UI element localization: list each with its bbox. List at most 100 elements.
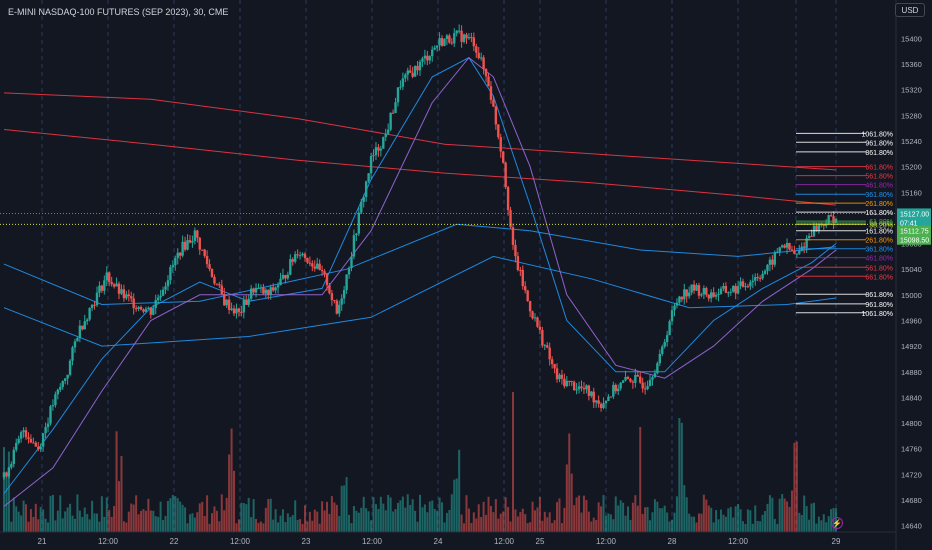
candle-body [700, 294, 703, 296]
volume-bar [328, 513, 331, 532]
volume-bar [455, 478, 458, 532]
volume-bar [502, 511, 505, 532]
candle-body [117, 283, 121, 294]
volume-bar [286, 513, 289, 532]
candle-body [675, 302, 679, 306]
candle-body [590, 391, 593, 396]
volume-bar [585, 499, 588, 532]
volume-bar [377, 509, 380, 532]
candle-body [68, 360, 72, 375]
candle-body [604, 401, 608, 404]
candle-body [210, 269, 214, 277]
volume-bar [788, 506, 791, 532]
volume-bar [627, 506, 629, 532]
price-tag-label: 07:41 [900, 220, 918, 227]
candle-body [673, 305, 676, 311]
fib-level-label: 961.80% [865, 140, 893, 147]
volume-bar [587, 511, 590, 532]
candle-body [176, 252, 179, 259]
candle-body [558, 374, 561, 380]
volume-bar [135, 495, 138, 532]
volume-bar [746, 509, 749, 532]
candle-body [599, 403, 603, 409]
moving-average-line-5 [3, 57, 837, 494]
candle-body [617, 388, 620, 392]
volume-bar [218, 521, 221, 532]
fib-level-label: 561.80% [865, 265, 893, 272]
candle-body [783, 245, 786, 248]
volume-bar [235, 523, 238, 532]
candle-body [663, 342, 666, 347]
volume-bar [142, 509, 145, 532]
candle-body [386, 129, 390, 134]
candle-body [360, 201, 363, 213]
candle-body [641, 382, 644, 389]
candle-body [7, 467, 11, 477]
candle-body [761, 273, 764, 279]
candle-body [499, 137, 502, 152]
candle-body [54, 394, 57, 406]
candle-body [621, 380, 625, 383]
volume-bar [215, 510, 218, 532]
volume-bar [47, 522, 50, 532]
volume-bar [607, 513, 610, 532]
candle-body [367, 173, 370, 182]
candle-body [76, 337, 79, 342]
fib-level-label: 861.80% [865, 150, 893, 157]
candle-body [734, 285, 737, 294]
currency-button[interactable]: USD [895, 3, 925, 17]
volume-bar [722, 514, 725, 532]
candle-body [453, 33, 456, 44]
candle-body [120, 289, 123, 294]
candle-body [377, 147, 380, 151]
candle-body [347, 268, 351, 275]
candle-body [242, 300, 246, 313]
candle-body [572, 381, 576, 391]
volume-bar [78, 510, 81, 532]
volume-bar [269, 498, 272, 532]
candle-body [592, 391, 595, 403]
y-tick-label: 14800 [901, 419, 922, 428]
volume-bar [663, 505, 666, 532]
volume-bar [475, 518, 478, 532]
candle-body [350, 256, 353, 269]
candle-body [24, 430, 28, 438]
candle-body [440, 38, 444, 46]
volume-bar [565, 464, 568, 532]
candle-body [144, 308, 148, 312]
volume-bar [267, 499, 270, 532]
candle-body [479, 57, 483, 59]
candle-body [71, 347, 74, 361]
volume-bar [228, 454, 231, 532]
fib-level-label: 261.80% [865, 201, 893, 208]
candle-body [607, 396, 610, 402]
volume-bar [582, 495, 585, 532]
y-tick-label: 14880 [901, 368, 922, 377]
candle-body [103, 280, 106, 291]
volume-bar [321, 501, 324, 532]
volume-bar [191, 513, 194, 532]
volume-bar [560, 523, 563, 532]
volume-bar [602, 495, 605, 532]
candle-body [186, 240, 189, 250]
volume-bar [340, 485, 343, 532]
volume-bar [51, 494, 54, 532]
volume-bar [326, 501, 329, 532]
volume-bar [766, 503, 769, 532]
candle-body [822, 224, 825, 226]
candle-body [492, 99, 495, 107]
candle-body [528, 301, 532, 312]
volume-bar [445, 512, 448, 532]
lightning-icon[interactable]: ⚡ [831, 517, 843, 529]
x-tick-label: 29 [832, 537, 841, 546]
volume-bar [81, 517, 84, 532]
candle-body [802, 246, 806, 248]
candle-body [717, 293, 720, 295]
volume-bar [467, 508, 470, 532]
volume-bar [688, 513, 691, 532]
candle-body [188, 240, 192, 243]
y-tick-label: 14640 [901, 522, 922, 531]
volume-bar [443, 522, 446, 532]
volume-bar [617, 505, 620, 532]
